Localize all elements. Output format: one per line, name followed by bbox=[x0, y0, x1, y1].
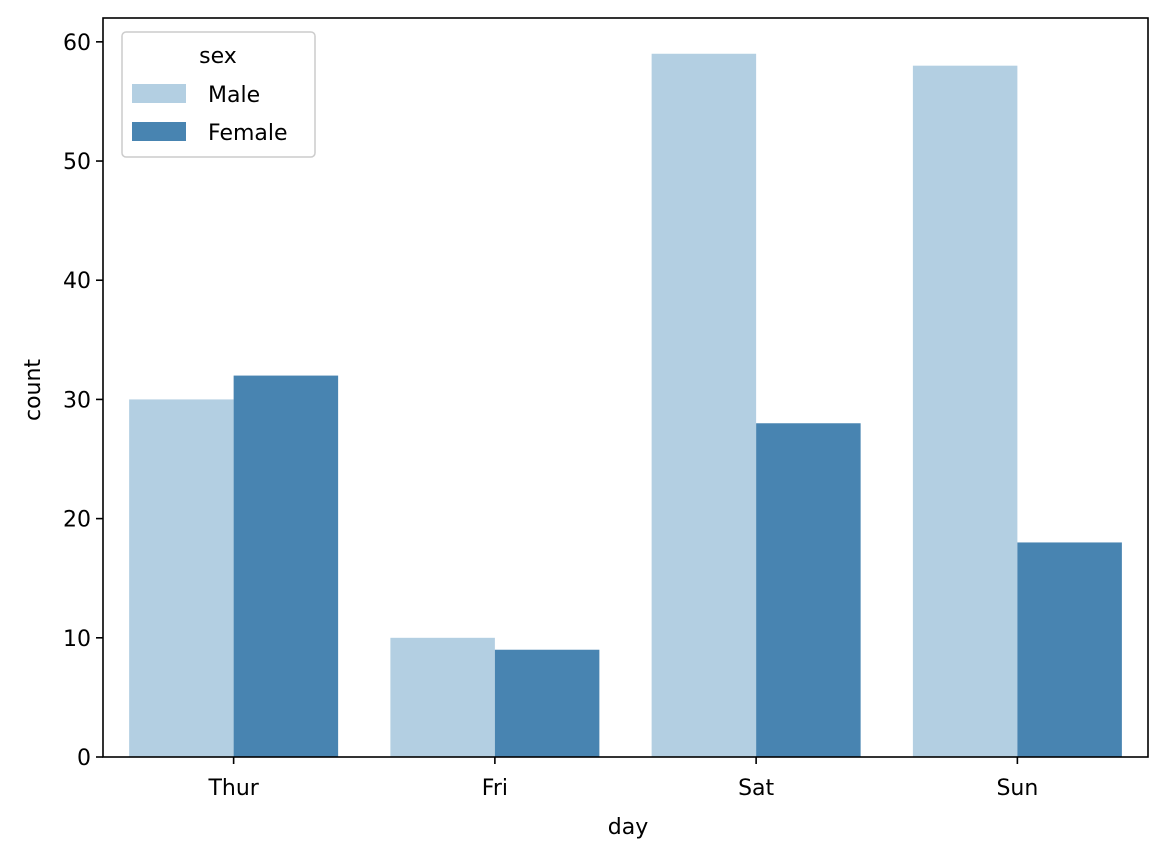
x-axis-label: day bbox=[608, 815, 648, 840]
bar-male-fri bbox=[390, 637, 495, 757]
y-axis-ticks: 0 10 20 30 40 50 60 bbox=[63, 31, 103, 771]
bar-female-fri bbox=[494, 649, 600, 757]
legend-label-male: Male bbox=[208, 83, 260, 108]
y-tick-label: 50 bbox=[63, 150, 91, 175]
legend-title: sex bbox=[199, 44, 237, 69]
legend-swatch-male bbox=[132, 84, 186, 103]
x-tick-label: Sun bbox=[996, 776, 1038, 801]
x-tick-label: Sat bbox=[738, 776, 774, 801]
y-tick-label: 0 bbox=[77, 746, 91, 771]
y-axis-label: count bbox=[21, 359, 46, 421]
bar-female-sun bbox=[1017, 542, 1122, 757]
y-tick-label: 10 bbox=[63, 627, 91, 652]
bar-male-sat bbox=[651, 53, 757, 757]
bar-female-sat bbox=[756, 423, 861, 757]
bar-female-thur bbox=[233, 375, 339, 757]
y-tick-label: 20 bbox=[63, 508, 91, 533]
legend: sex Male Female bbox=[121, 31, 316, 158]
y-tick-label: 40 bbox=[63, 269, 91, 294]
y-tick-label: 60 bbox=[63, 31, 91, 56]
x-tick-label: Fri bbox=[482, 776, 508, 801]
bar-male-thur bbox=[129, 399, 234, 757]
bars-group bbox=[129, 53, 1122, 758]
x-tick-label: Thur bbox=[207, 776, 259, 801]
plot-frame bbox=[102, 17, 1149, 758]
bar-male-sun bbox=[912, 65, 1018, 758]
legend-entries: Male Female bbox=[132, 83, 288, 146]
legend-label-female: Female bbox=[208, 121, 288, 146]
legend-swatch-female bbox=[132, 122, 186, 141]
x-axis-ticks: Thur Fri Sat Sun bbox=[207, 757, 1038, 801]
y-tick-label: 30 bbox=[63, 388, 91, 413]
